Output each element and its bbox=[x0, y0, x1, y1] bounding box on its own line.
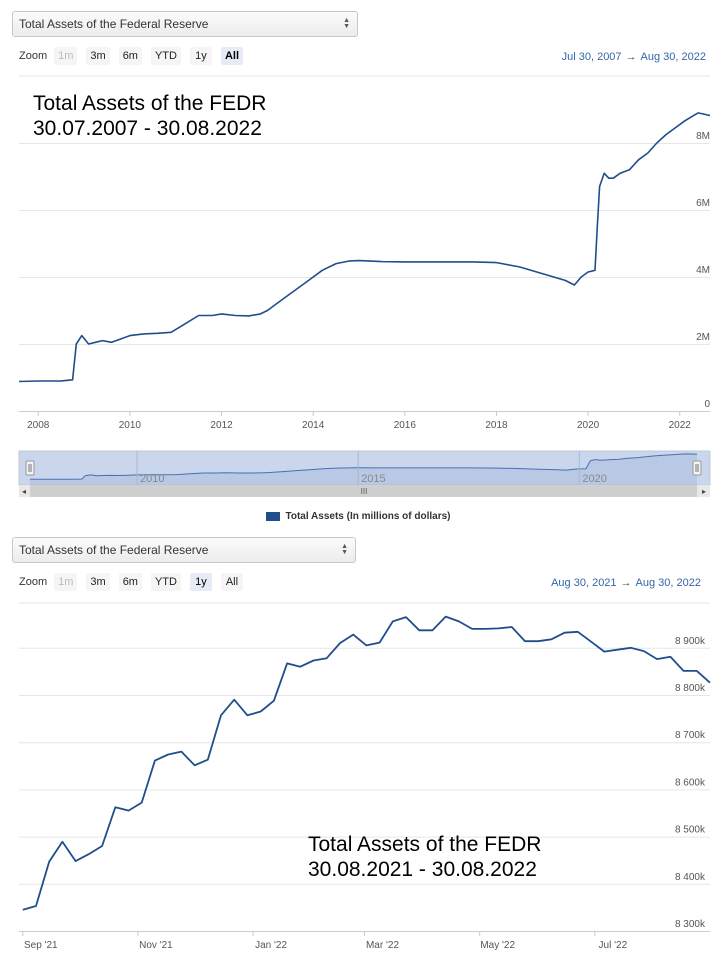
range-arrow-icon: → bbox=[625, 51, 637, 63]
navigator-year-label: 2015 bbox=[361, 473, 385, 485]
navigator-handle-left[interactable] bbox=[25, 460, 35, 476]
zoom-label: Zoom bbox=[19, 50, 48, 62]
series-selector-label: Total Assets of the Federal Reserve bbox=[19, 543, 209, 557]
zoom-button-all[interactable]: All bbox=[220, 573, 243, 591]
y-tick-label: 2M bbox=[696, 332, 710, 343]
y-tick-label: 8 700k bbox=[675, 730, 706, 741]
x-tick-label: 2022 bbox=[669, 420, 692, 431]
x-tick-label: 2018 bbox=[485, 420, 508, 431]
main-chart-all: 0 2M 4M 6M 8M 2008 2010 2012 2014 2016 2018 2020 202… bbox=[18, 75, 711, 497]
scrollbar-thumb[interactable] bbox=[30, 485, 697, 497]
overlay-title-line2: 30.07.2007 - 30.08.2022 bbox=[33, 117, 262, 140]
y-tick-label: 8 500k bbox=[675, 825, 706, 836]
series-line-total-assets bbox=[18, 112, 711, 383]
select-arrows-icon: ▲ ▼ bbox=[341, 543, 348, 556]
zoom-controls: Zoom 1m 3m 6m YTD 1y All bbox=[19, 573, 252, 591]
series-selector[interactable]: Total Assets of the Federal Reserve ▲ ▼ bbox=[12, 537, 356, 563]
date-range-from[interactable]: Aug 30, 2021 bbox=[551, 577, 617, 589]
navigator-year-label: 2010 bbox=[140, 473, 164, 485]
zoom-button-1m[interactable]: 1m bbox=[54, 573, 78, 591]
zoom-button-1y[interactable]: 1y bbox=[189, 47, 212, 65]
overlay-title-line1: Total Assets of the FEDR bbox=[308, 833, 542, 856]
legend-label: Total Assets (In millions of dollars) bbox=[285, 511, 451, 522]
zoom-button-1m[interactable]: 1m bbox=[54, 47, 78, 65]
zoom-label: Zoom bbox=[19, 576, 48, 588]
x-tick-label: 2016 bbox=[394, 420, 417, 431]
zoom-button-6m[interactable]: 6m bbox=[118, 47, 142, 65]
main-chart-1y: 8 300k 8 400k 8 500k 8 600k 8 700k 8 800k 8 90… bbox=[19, 602, 711, 951]
zoom-button-6m[interactable]: 6m bbox=[118, 573, 142, 591]
series-line-total-assets bbox=[22, 615, 711, 911]
x-tick-label: Sep '21 bbox=[24, 940, 58, 951]
y-tick-label: 8 300k bbox=[675, 919, 706, 930]
navigator-year-label: 2020 bbox=[582, 473, 606, 485]
date-range-to[interactable]: Aug 30, 2022 bbox=[640, 51, 706, 63]
zoom-button-3m[interactable]: 3m bbox=[86, 573, 110, 591]
x-tick-label: May '22 bbox=[480, 940, 515, 951]
y-tick-label: 8 900k bbox=[675, 636, 706, 647]
y-tick-label: 8M bbox=[696, 131, 710, 142]
x-tick-label: Mar '22 bbox=[366, 940, 399, 951]
navigator-area bbox=[30, 453, 697, 485]
zoom-button-3m[interactable]: 3m bbox=[86, 47, 110, 65]
y-tick-label: 8 600k bbox=[675, 777, 706, 788]
legend[interactable]: Total Assets (In millions of dollars) bbox=[0, 511, 717, 522]
date-range-to[interactable]: Aug 30, 2022 bbox=[635, 577, 701, 589]
x-tick-label: 2014 bbox=[302, 420, 325, 431]
x-tick-label: Jul '22 bbox=[599, 940, 628, 951]
y-tick-label: 4M bbox=[696, 265, 710, 276]
date-range-display[interactable]: Aug 30, 2021 → Aug 30, 2022 bbox=[551, 577, 701, 589]
zoom-button-1y[interactable]: 1y bbox=[189, 573, 212, 591]
overlay-title-line1: Total Assets of the FEDR bbox=[33, 92, 267, 115]
date-range-from[interactable]: Jul 30, 2007 bbox=[561, 51, 622, 63]
scrollbar-grip-icon: III bbox=[361, 487, 368, 496]
overlay-title: Total Assets of the FEDR 30.08.2021 - 30… bbox=[308, 832, 541, 882]
chart-panel-1y: Total Assets of the Federal Reserve ▲ ▼ Z… bbox=[0, 535, 717, 973]
scroll-left-arrow-icon[interactable]: ◂ bbox=[22, 487, 26, 496]
zoom-button-ytd[interactable]: YTD bbox=[150, 47, 181, 65]
x-tick-label: 2010 bbox=[119, 420, 142, 431]
zoom-button-all[interactable]: All bbox=[220, 47, 244, 65]
y-tick-label: 8 400k bbox=[675, 872, 706, 883]
zoom-button-ytd[interactable]: YTD bbox=[150, 573, 181, 591]
date-range-display[interactable]: Jul 30, 2007 → Aug 30, 2022 bbox=[562, 51, 706, 63]
legend-swatch bbox=[266, 512, 281, 521]
overlay-title-line2: 30.08.2021 - 30.08.2022 bbox=[308, 858, 537, 881]
series-selector[interactable]: Total Assets of the Federal Reserve ▲ ▼ bbox=[12, 11, 358, 37]
x-tick-label: 2008 bbox=[27, 420, 50, 431]
range-arrow-icon: → bbox=[620, 577, 632, 589]
y-tick-label: 0 bbox=[704, 399, 710, 410]
select-arrows-icon: ▲ ▼ bbox=[343, 17, 350, 30]
navigator-handle-right[interactable] bbox=[692, 460, 702, 476]
zoom-controls: Zoom 1m 3m 6m YTD 1y All bbox=[19, 47, 252, 65]
y-tick-label: 6M bbox=[696, 198, 710, 209]
x-tick-label: Nov '21 bbox=[139, 940, 173, 951]
y-tick-label: 8 800k bbox=[675, 683, 706, 694]
series-selector-label: Total Assets of the Federal Reserve bbox=[19, 17, 209, 31]
x-tick-label: Jan '22 bbox=[255, 940, 287, 951]
scroll-right-arrow-icon[interactable]: ▸ bbox=[702, 487, 706, 496]
chart-panel-all: Total Assets of the Federal Reserve ▲ ▼ Z… bbox=[0, 11, 717, 522]
x-tick-label: 2020 bbox=[577, 420, 600, 431]
overlay-title: Total Assets of the FEDR 30.07.2007 - 30… bbox=[33, 91, 266, 141]
x-tick-label: 2012 bbox=[210, 420, 233, 431]
